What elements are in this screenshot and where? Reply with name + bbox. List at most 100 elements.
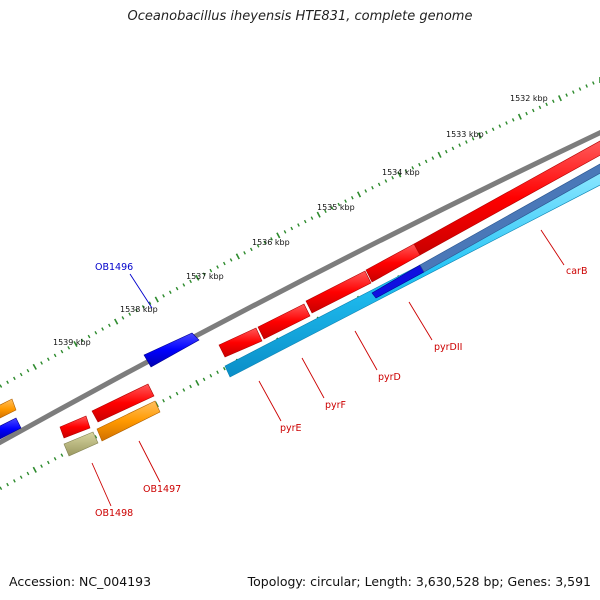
ruler-tick-inner <box>0 486 3 491</box>
gene-labels: OB1496 OB1497 OB1498 pyrE pyrF pyrD pyrD… <box>95 262 587 519</box>
ruler-tick <box>350 196 354 200</box>
ruler-tick <box>424 159 428 164</box>
ruler-tick <box>53 353 57 358</box>
ruler-tick <box>303 219 307 224</box>
ruler-tick <box>94 331 98 335</box>
ruler-tick <box>73 341 78 348</box>
ruler-label-1536: 1536 kbp <box>252 238 290 247</box>
gene-OB1497-forward[interactable] <box>91 383 155 423</box>
ruler-tick <box>572 90 575 94</box>
ruler-tick <box>578 87 582 91</box>
ruler-tick-inner <box>189 384 192 389</box>
gene-pyrF[interactable] <box>257 303 311 340</box>
ruler-tick-inner <box>26 471 30 476</box>
ruler-tick-inner <box>6 482 9 487</box>
ruler-tick <box>525 111 528 116</box>
gene-OB1498[interactable] <box>63 431 99 457</box>
label-OB1496[interactable]: OB1496 <box>95 262 133 273</box>
gene-pyrD[interactable] <box>305 270 372 314</box>
ruler-label-1535: 1535 kbp <box>317 203 355 212</box>
label-OB1497[interactable]: OB1497 <box>143 484 181 495</box>
gene-OB1497[interactable] <box>96 400 161 442</box>
ruler-tick-inner <box>60 453 64 457</box>
label-pyrD[interactable]: pyrD <box>378 372 401 383</box>
ruler-tick <box>364 189 368 193</box>
ruler-tick <box>290 226 294 231</box>
ruler-tick <box>511 118 515 122</box>
gene-left-edge-blue[interactable] <box>0 417 22 440</box>
ruler-tick <box>270 237 273 241</box>
ruler-tick <box>477 132 482 139</box>
ruler-tick <box>0 384 3 388</box>
ruler-tick <box>87 334 91 339</box>
ruler-tick <box>431 156 435 160</box>
ruler-tick <box>356 191 362 198</box>
ruler-tick <box>297 223 300 227</box>
ruler-tick <box>444 149 448 154</box>
cds-carB-overlay[interactable] <box>419 163 600 273</box>
ruler-tick <box>565 93 568 97</box>
ruler-tick <box>162 294 165 298</box>
ruler-tick <box>517 113 522 120</box>
ruler-tick <box>256 244 260 248</box>
gene-left-edge-orange[interactable] <box>0 398 17 419</box>
ruler-tick-inner <box>46 460 50 465</box>
ruler-tick <box>337 202 341 207</box>
ruler-label-1534: 1534 kbp <box>382 168 420 177</box>
gene-OB1496[interactable] <box>143 332 200 368</box>
ruler-tick <box>141 305 145 309</box>
gene-pyrDII[interactable] <box>365 243 421 283</box>
ruler-tick-inner <box>53 457 57 461</box>
ruler-tick-inner <box>175 391 179 396</box>
ruler-tick <box>26 368 30 373</box>
ruler-tick <box>384 179 388 183</box>
ruler-tick <box>404 169 408 173</box>
ruler-tick-inner <box>182 388 186 392</box>
ruler-label-1537: 1537 kbp <box>186 272 224 281</box>
ruler-tick-inner <box>209 374 213 378</box>
ruler-tick <box>538 105 542 110</box>
ruler-tick <box>498 124 502 128</box>
ruler-tick-inner <box>94 435 98 439</box>
ruler-tick <box>465 140 468 144</box>
ruler-tick <box>458 143 461 147</box>
cds-track <box>224 163 600 378</box>
accession-text: Accession: NC_004193 <box>9 574 152 589</box>
ruler-tick <box>411 166 415 170</box>
ruler-tick <box>168 290 172 294</box>
ruler-tick <box>276 232 281 239</box>
ruler-tick <box>128 312 132 316</box>
ruler-tick <box>6 380 9 384</box>
ruler-tick <box>189 279 192 284</box>
label-pyrF[interactable]: pyrF <box>325 400 346 411</box>
ruler-tick <box>229 258 233 262</box>
ruler-tick-inner <box>162 399 165 403</box>
ruler-tick <box>235 253 240 260</box>
ruler-tick <box>316 211 321 218</box>
genome-summary-text: Topology: circular; Length: 3,630,528 bp… <box>247 574 591 589</box>
ruler-tick <box>148 301 152 305</box>
label-leader-lines <box>91 229 565 507</box>
leader-carB <box>540 229 565 266</box>
label-pyrE[interactable]: pyrE <box>280 423 302 434</box>
label-OB1498[interactable]: OB1498 <box>95 508 133 519</box>
ruler-label-1533: 1533 kbp <box>446 130 484 139</box>
ruler-tick <box>19 372 23 377</box>
label-pyrDII[interactable]: pyrDII <box>434 342 462 353</box>
ruler-tick <box>195 274 200 281</box>
ruler-tick <box>592 81 595 85</box>
ruler-tick <box>485 130 488 135</box>
label-carB[interactable]: carB <box>566 266 587 277</box>
ruler-tick <box>67 346 71 350</box>
ruler-tick <box>101 327 104 331</box>
ruler-tick-inner <box>168 395 172 399</box>
ruler-tick-inner <box>202 377 206 382</box>
ruler-outer-ticks <box>0 77 600 388</box>
gene-OB1498-forward[interactable] <box>59 415 91 439</box>
forward-gene-track <box>59 140 600 439</box>
ruler-label-1538: 1538 kbp <box>120 305 158 314</box>
ruler-tick <box>545 102 548 107</box>
ruler-tick <box>135 308 138 313</box>
gene-pyrE[interactable] <box>218 327 263 358</box>
